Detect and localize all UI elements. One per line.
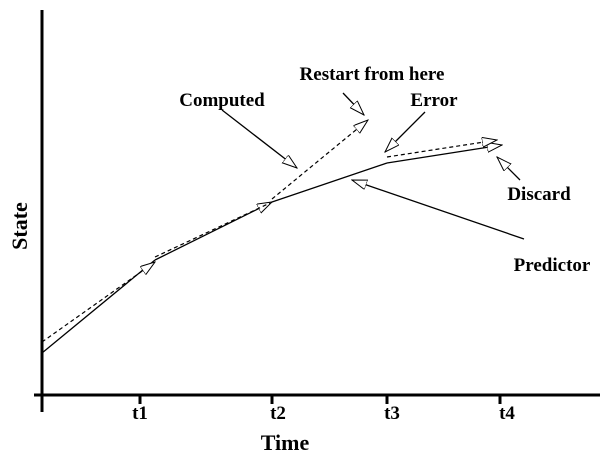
solid-segment xyxy=(154,202,272,261)
solid-segment xyxy=(386,145,502,164)
annotation-arrows xyxy=(221,92,525,240)
y-axis-label: State xyxy=(7,202,32,250)
tick-label: t4 xyxy=(499,403,515,424)
dashed-segment xyxy=(154,202,271,258)
tick-label: t2 xyxy=(270,403,286,424)
annotation: Restart from here xyxy=(300,64,445,85)
pointer xyxy=(342,92,364,115)
annotation: Discard xyxy=(507,184,571,205)
solid-segment xyxy=(41,259,156,354)
tick-label: t3 xyxy=(384,403,400,424)
solution-lines xyxy=(41,120,502,354)
annotation: Computed xyxy=(179,90,265,111)
pointer xyxy=(221,109,297,168)
pointer xyxy=(497,157,521,181)
annotation: Predictor xyxy=(514,255,591,276)
dashed-segment xyxy=(41,262,155,343)
pointer xyxy=(385,111,426,152)
dashed-segment xyxy=(386,140,497,158)
x-axis-label: Time xyxy=(261,430,310,455)
pointer xyxy=(352,179,525,240)
tick-label: t1 xyxy=(132,403,148,424)
axes xyxy=(34,10,600,412)
annotation: Error xyxy=(410,90,458,111)
solid-segment xyxy=(271,162,388,203)
